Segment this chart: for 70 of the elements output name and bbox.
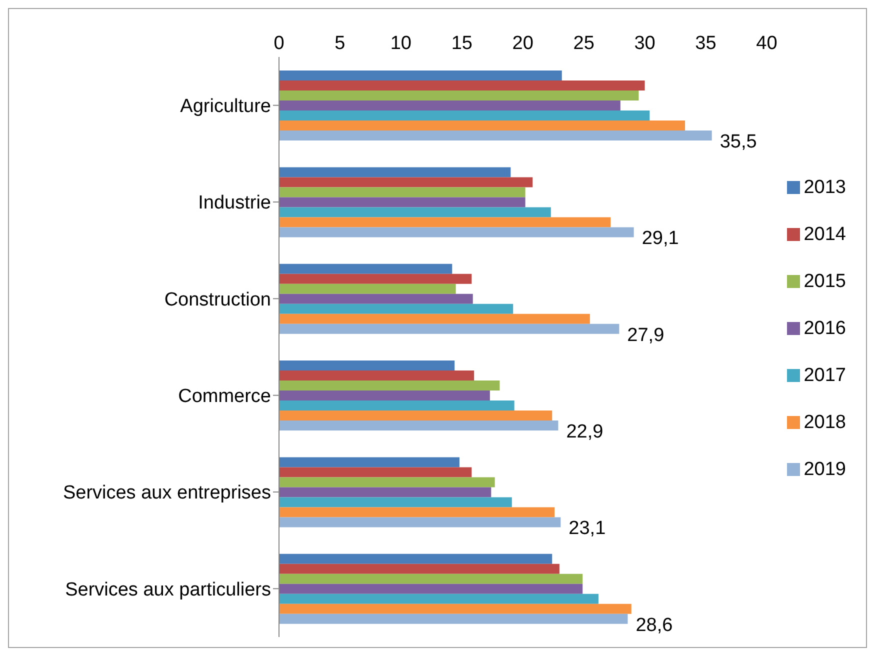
- x-tick-label: 20: [512, 33, 534, 54]
- bar: [279, 130, 712, 141]
- legend-label: 2015: [804, 270, 846, 292]
- bar: [279, 554, 552, 564]
- bar: [279, 197, 526, 208]
- bar: [279, 400, 514, 411]
- data-label: 35,5: [720, 132, 757, 153]
- x-tick-label: 5: [334, 33, 346, 54]
- y-tick-label: Agriculture: [180, 96, 271, 118]
- bar: [279, 467, 472, 478]
- bar: [279, 167, 511, 178]
- bar: [279, 90, 639, 101]
- legend-label: 2017: [804, 364, 846, 386]
- data-label: 22,9: [566, 422, 604, 443]
- data-label: 27,9: [627, 324, 664, 346]
- y-tick-label: Commerce: [178, 386, 271, 408]
- legend-label: 2019: [804, 458, 846, 480]
- bar: [279, 217, 611, 228]
- bar: [279, 370, 474, 381]
- bar: [279, 304, 514, 314]
- data-label: 29,1: [642, 228, 679, 250]
- y-tick-label: Construction: [164, 289, 271, 310]
- bar: [279, 487, 492, 498]
- y-tick-label: Services aux entreprises: [62, 482, 271, 504]
- bar: [279, 110, 650, 121]
- bar: [279, 264, 452, 274]
- bar: [279, 584, 583, 594]
- bar: [279, 70, 562, 81]
- data-label: 28,6: [636, 614, 673, 636]
- legend-label: 2013: [804, 176, 846, 198]
- bar: [279, 390, 490, 401]
- bar: [279, 360, 455, 371]
- bar: [279, 507, 555, 518]
- bar: [279, 314, 590, 324]
- bar: [279, 497, 512, 508]
- bar: [279, 80, 645, 91]
- bar: [279, 324, 620, 334]
- x-tick-label: 40: [756, 33, 778, 54]
- x-tick-label: 15: [451, 33, 472, 54]
- x-tick-label: 25: [573, 33, 594, 54]
- bar: [279, 120, 686, 131]
- x-tick-label: 30: [634, 33, 656, 54]
- bar: [279, 187, 526, 198]
- bar: [279, 574, 583, 584]
- data-label: 23,1: [568, 518, 606, 540]
- x-tick-label: 0: [274, 33, 284, 54]
- bar: [279, 477, 495, 488]
- bar: [279, 284, 456, 294]
- bar: [279, 614, 628, 624]
- legend-label: 2018: [804, 412, 846, 432]
- bar: [279, 227, 634, 238]
- bar: [279, 177, 533, 188]
- bar: [279, 564, 560, 574]
- legend-label: 2014: [804, 224, 846, 244]
- bar: [279, 457, 460, 468]
- bar: [279, 380, 500, 391]
- bar: [279, 294, 473, 304]
- bar: [279, 604, 632, 614]
- bar: [279, 100, 620, 111]
- x-tick-label: 35: [695, 33, 716, 54]
- bar: [279, 410, 552, 421]
- bar: [279, 274, 472, 284]
- legend-label: 2016: [804, 318, 846, 338]
- bar: [279, 420, 558, 431]
- x-tick-label: 10: [390, 33, 412, 54]
- bar: [279, 594, 598, 604]
- bar: [279, 207, 551, 218]
- y-tick-label: Services aux particuliers: [65, 579, 271, 600]
- y-tick-label: Industrie: [198, 192, 271, 214]
- bar: [279, 517, 561, 528]
